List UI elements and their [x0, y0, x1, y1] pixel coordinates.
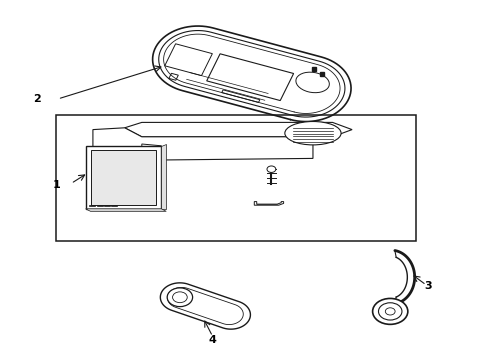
Bar: [91, 150, 156, 205]
Polygon shape: [254, 202, 283, 205]
Text: 3: 3: [423, 281, 431, 291]
Circle shape: [372, 298, 407, 324]
Ellipse shape: [284, 122, 341, 145]
Bar: [56, 115, 415, 241]
Circle shape: [378, 303, 401, 320]
Circle shape: [167, 288, 192, 307]
Polygon shape: [142, 144, 161, 160]
Polygon shape: [160, 283, 250, 329]
Polygon shape: [85, 209, 166, 211]
Text: 1: 1: [52, 180, 60, 190]
Polygon shape: [93, 128, 312, 160]
Bar: [85, 146, 161, 209]
Circle shape: [172, 292, 187, 303]
Polygon shape: [124, 122, 351, 137]
Polygon shape: [167, 287, 243, 325]
Text: 2: 2: [33, 94, 41, 104]
Text: 4: 4: [208, 335, 216, 345]
Circle shape: [266, 166, 275, 172]
Polygon shape: [161, 144, 166, 209]
Circle shape: [385, 308, 394, 315]
